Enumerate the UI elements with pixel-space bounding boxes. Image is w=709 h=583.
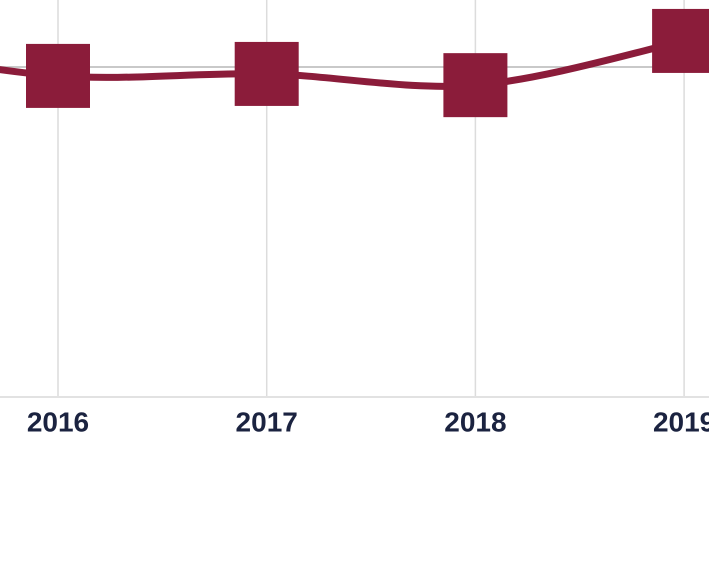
x-tick-label: 2016 bbox=[27, 406, 89, 437]
line bbox=[0, 37, 685, 90]
marker bbox=[652, 8, 709, 73]
x-tick-label: 2017 bbox=[236, 406, 298, 437]
marker bbox=[26, 43, 90, 108]
x-tick-label: 2019 bbox=[653, 406, 709, 437]
marker bbox=[234, 41, 299, 106]
x-tick-label: 2018 bbox=[444, 406, 506, 437]
marker bbox=[443, 53, 508, 118]
